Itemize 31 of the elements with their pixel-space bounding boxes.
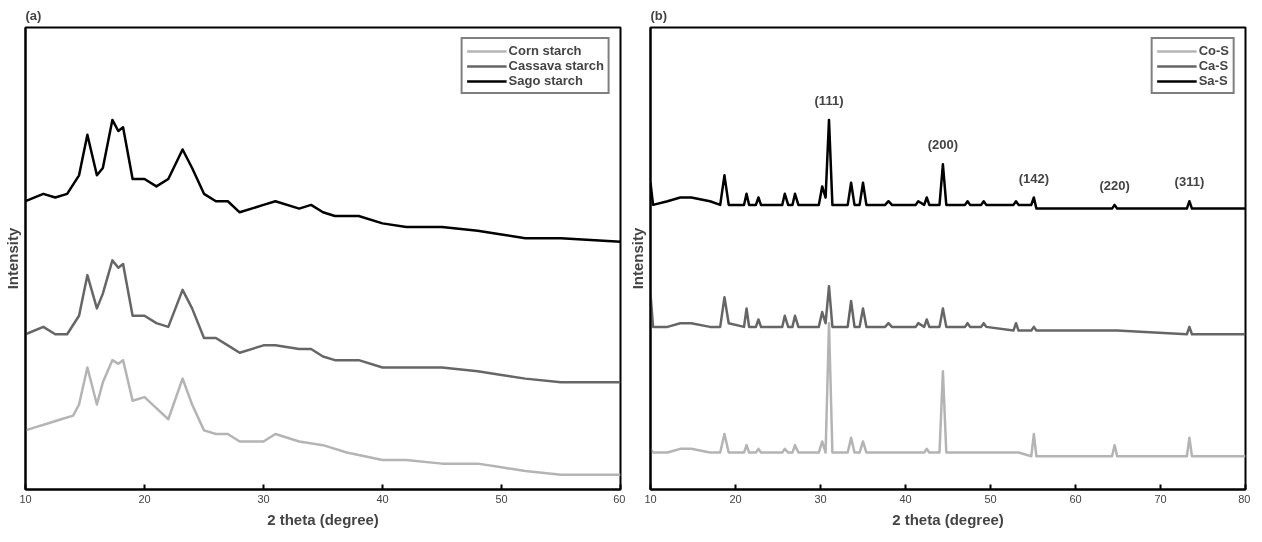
legend-label: Ca-S	[1198, 58, 1229, 73]
x-tick-label: 40	[376, 492, 389, 505]
legend-label: Sago starch	[508, 73, 584, 88]
annotation: (142)	[1018, 170, 1050, 186]
x-tick-label: 40	[899, 492, 912, 505]
x-tick-label: 70	[1154, 492, 1167, 505]
legend-label: Sa-S	[1198, 73, 1228, 88]
x-tick-label: 60	[613, 492, 626, 505]
chart-title: (a)	[25, 7, 42, 23]
x-tick-label: 20	[138, 492, 151, 505]
annotation: (311)	[1174, 174, 1205, 190]
x-tick-label: 50	[495, 492, 508, 505]
x-tick-label: 60	[1069, 492, 1082, 505]
annotation: (111)	[814, 92, 844, 108]
y-axis-title: Intensity	[628, 227, 646, 290]
y-axis-title: Intensity	[3, 227, 21, 290]
x-tick-label: 30	[814, 492, 827, 505]
x-tick-label: 10	[644, 492, 657, 505]
annotation: (200)	[927, 137, 959, 153]
legend-label: Co-S	[1198, 43, 1229, 58]
x-tick-label: 20	[729, 492, 742, 505]
x-tick-label: 80	[1238, 492, 1251, 505]
x-axis-title: 2 theta (degree)	[267, 510, 379, 528]
legend-label: Corn starch	[508, 43, 582, 58]
x-tick-label: 30	[257, 492, 270, 505]
annotation: (220)	[1099, 177, 1130, 193]
legend-label: Cassava starch	[508, 58, 604, 73]
x-tick-label: 10	[19, 492, 32, 505]
x-axis-title: 2 theta (degree)	[892, 510, 1004, 528]
chart-title: (b)	[650, 7, 668, 23]
x-tick-label: 50	[984, 492, 997, 505]
